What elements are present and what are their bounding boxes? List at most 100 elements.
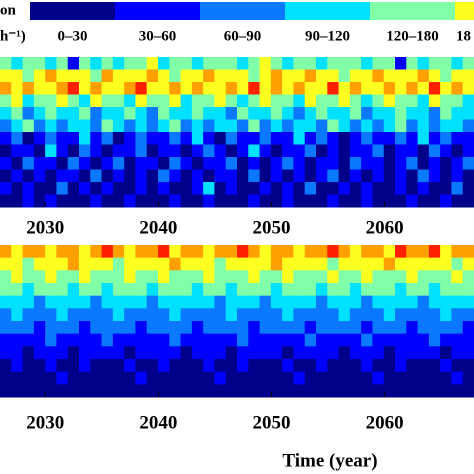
heatmap-cell — [349, 69, 362, 83]
heatmap-cell — [349, 182, 362, 195]
heatmap-cell — [383, 257, 396, 271]
heatmap-cell — [349, 257, 362, 271]
heatmap-cell — [428, 94, 441, 108]
heatmap-cell — [293, 270, 306, 284]
heatmap-cell — [90, 94, 103, 108]
heatmap-cell — [214, 157, 227, 170]
heatmap-cell — [237, 57, 249, 70]
heatmap-cell — [180, 182, 193, 195]
heatmap-cell — [180, 371, 193, 385]
heatmap-cell — [327, 346, 340, 360]
heatmap-cell — [259, 283, 272, 297]
heatmap-cell — [304, 257, 317, 271]
heatmap-cell — [191, 308, 204, 322]
heatmap-cell — [338, 283, 351, 297]
heatmap-cell — [45, 94, 57, 108]
heatmap-cell — [237, 169, 249, 183]
heatmap-cell — [417, 371, 430, 385]
heatmap-cell — [135, 144, 148, 158]
heatmap-cell — [214, 308, 227, 322]
heatmap-cell — [395, 94, 407, 108]
heatmap-cell — [316, 169, 328, 183]
heatmap-cell — [304, 270, 317, 284]
heatmap-cell — [22, 308, 35, 322]
heatmap-cell — [406, 182, 419, 195]
heatmap-cell — [225, 283, 238, 297]
heatmap-cell — [169, 295, 182, 309]
heatmap-cell — [191, 384, 204, 398]
x-axis-label: Time (year) — [282, 450, 377, 471]
heatmap-cell — [225, 359, 238, 373]
heatmap-cell — [316, 257, 328, 271]
heatmap-cell — [327, 257, 340, 271]
heatmap-cell — [395, 119, 407, 133]
heatmap-cell — [462, 270, 474, 284]
heatmap-cell — [158, 169, 170, 183]
heatmap-cell — [22, 194, 35, 208]
heatmap-cell — [101, 57, 114, 70]
heatmap-cell — [304, 333, 317, 347]
heatmap-cell — [180, 333, 193, 347]
heatmap-cell — [22, 94, 35, 108]
heatmap-cell — [440, 333, 452, 347]
heatmap-cell — [11, 194, 24, 208]
x-tick-label: 2060 — [366, 412, 404, 433]
heatmap-cell — [338, 346, 351, 360]
heatmap-cell — [338, 245, 351, 259]
heatmap-cell — [259, 308, 272, 322]
heatmap-cell — [383, 169, 396, 183]
heatmap-cell — [451, 194, 464, 208]
heatmap-cell — [462, 119, 474, 133]
heatmap-cell — [270, 132, 283, 145]
heatmap-cell — [33, 308, 46, 322]
heatmap-cell — [406, 295, 419, 309]
heatmap-cell — [0, 270, 12, 284]
heatmap-cell — [383, 270, 396, 284]
heatmap-cell — [440, 69, 452, 83]
heatmap-cell — [0, 384, 12, 398]
heatmap-cell — [316, 359, 328, 373]
heatmap-cell — [440, 119, 452, 133]
heatmap-cell — [372, 346, 385, 360]
heatmap-cell — [101, 107, 114, 120]
legend-swatch — [30, 2, 115, 20]
heatmap-cell — [270, 94, 283, 108]
heatmap-cell — [237, 94, 249, 108]
heatmap-cell — [225, 57, 238, 70]
heatmap-cell — [327, 245, 340, 259]
heatmap-cell — [22, 359, 35, 373]
heatmap-cell — [248, 359, 261, 373]
heatmap-cell — [293, 94, 306, 108]
heatmap-cell — [56, 132, 69, 145]
heatmap-cell — [327, 157, 340, 170]
heatmap-cell — [191, 194, 204, 208]
heatmap-cell — [191, 144, 204, 158]
heatmap-cell — [33, 270, 46, 284]
heatmap-cell — [214, 321, 227, 335]
heatmap-cell — [338, 371, 351, 385]
heatmap-cell — [169, 132, 182, 145]
heatmap-cell — [361, 359, 373, 373]
heatmap-cell — [112, 119, 125, 133]
heatmap-cell — [101, 69, 114, 83]
heatmap-cell — [428, 107, 441, 120]
heatmap-cell — [338, 359, 351, 373]
heatmap-cell — [304, 119, 317, 133]
legend-label: 120–180 — [386, 28, 439, 44]
heatmap-cell — [259, 346, 272, 360]
heatmap-cell — [451, 371, 464, 385]
heatmap-cell — [395, 346, 407, 360]
heatmap-cell — [169, 107, 182, 120]
heatmap-cell — [124, 132, 136, 145]
heatmap-cell — [451, 169, 464, 183]
heatmap-cell — [90, 333, 103, 347]
heatmap-cell — [11, 384, 24, 398]
heatmap-cell — [282, 270, 294, 284]
heatmap-cell — [214, 384, 227, 398]
heatmap-cell — [248, 295, 261, 309]
heatmap-cell — [248, 333, 261, 347]
heatmap-cell — [22, 57, 35, 70]
heatmap-cell — [349, 169, 362, 183]
heatmap-cell — [67, 94, 80, 108]
heatmap-cell — [327, 270, 340, 284]
